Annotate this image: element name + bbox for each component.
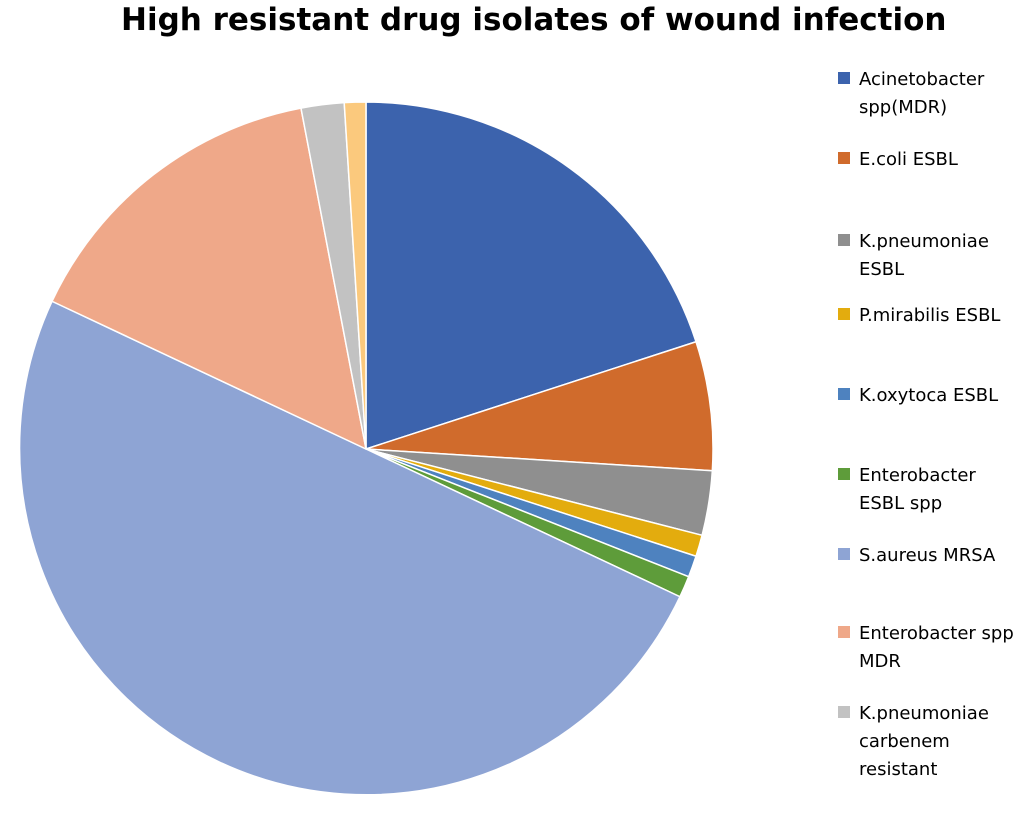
- legend-item: K.pneumoniae ESBL: [838, 228, 1024, 284]
- legend-item: K.oxytoca ESBL: [838, 382, 1024, 410]
- legend-item: K.pneumoniae carbenem resistant: [838, 700, 1024, 784]
- legend-swatch: [838, 468, 850, 480]
- legend-item: E.coli ESBL: [838, 146, 1024, 174]
- legend-label: K.pneumoniae carbenem resistant: [859, 703, 989, 780]
- chart-title: High resistant drug isolates of wound in…: [121, 2, 947, 38]
- legend-label: P.mirabilis ESBL: [859, 305, 1001, 326]
- legend-swatch: [838, 234, 850, 246]
- legend-swatch: [838, 626, 850, 638]
- pie-slice-9: [343, 101, 367, 450]
- legend-label: E.coli ESBL: [859, 149, 958, 170]
- legend-item: P.mirabilis ESBL: [838, 302, 1024, 330]
- pie-slice-7: [51, 107, 367, 450]
- legend-swatch: [838, 152, 850, 164]
- legend-swatch: [838, 388, 850, 400]
- legend-swatch: [838, 706, 850, 718]
- legend-item: Enterobacter spp MDR: [838, 620, 1024, 676]
- pie-slice-0: [365, 101, 697, 450]
- legend-swatch: [838, 72, 850, 84]
- legend-label: Acinetobacter spp(MDR): [859, 69, 985, 118]
- legend-swatch: [838, 548, 850, 560]
- legend-label: Enterobacter ESBL spp: [859, 465, 976, 514]
- legend-label: K.oxytoca ESBL: [859, 385, 999, 406]
- legend-label: Enterobacter spp MDR: [859, 623, 1014, 672]
- pie-slice-6: [18, 300, 681, 796]
- legend-item: S.aureus MRSA: [838, 542, 1024, 570]
- legend-label: K.pneumoniae ESBL: [859, 231, 989, 280]
- legend-swatch: [838, 308, 850, 320]
- pie-slice-1: [365, 341, 714, 472]
- legend-item: Acinetobacter spp(MDR): [838, 66, 1024, 122]
- legend-label: S.aureus MRSA: [859, 545, 996, 566]
- legend-item: Enterobacter ESBL spp: [838, 462, 1024, 518]
